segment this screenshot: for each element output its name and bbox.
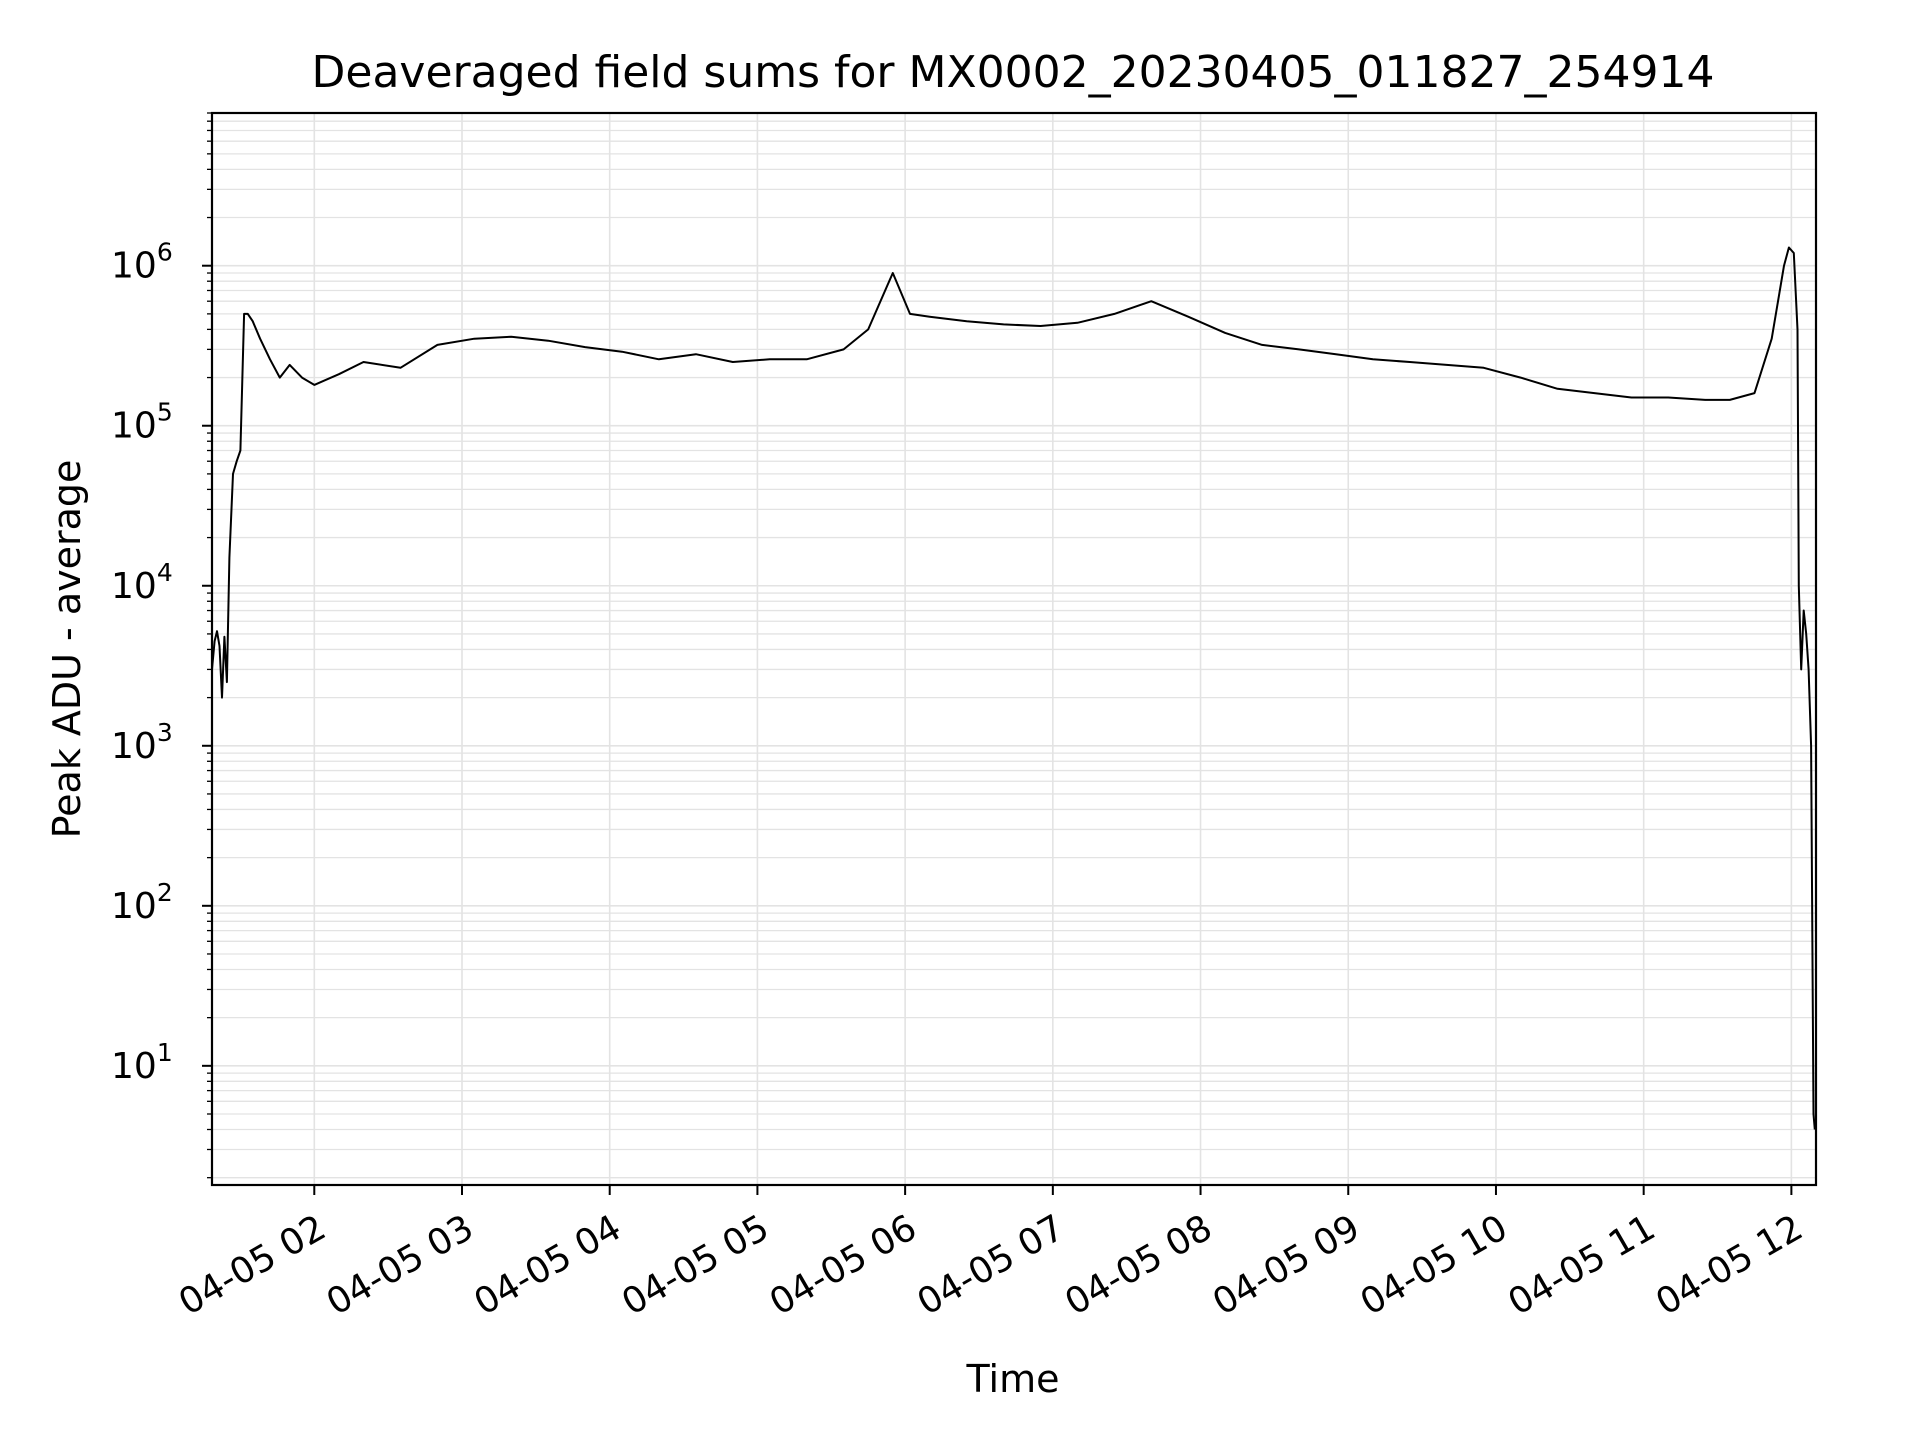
y-tick-label: 105 (111, 398, 173, 447)
y-tick-label: 104 (111, 558, 173, 607)
x-axis-label: Time (966, 1357, 1060, 1401)
y-tick-label: 101 (111, 1038, 173, 1087)
y-tick-label: 106 (111, 238, 173, 287)
y-axis-label: Peak ADU - average (45, 460, 89, 839)
plot-area (211, 246, 1816, 1130)
y-tick-label: 102 (111, 878, 173, 927)
y-tick-label: 103 (111, 718, 173, 767)
y-axis: 101 102 103 104 105 106 (111, 238, 212, 1087)
chart-title: Deaveraged field sums for MX0002_2023040… (312, 47, 1715, 98)
grid-lines (212, 112, 1816, 1185)
series-line (211, 246, 1816, 1130)
plot-frame (210, 111, 1818, 1187)
